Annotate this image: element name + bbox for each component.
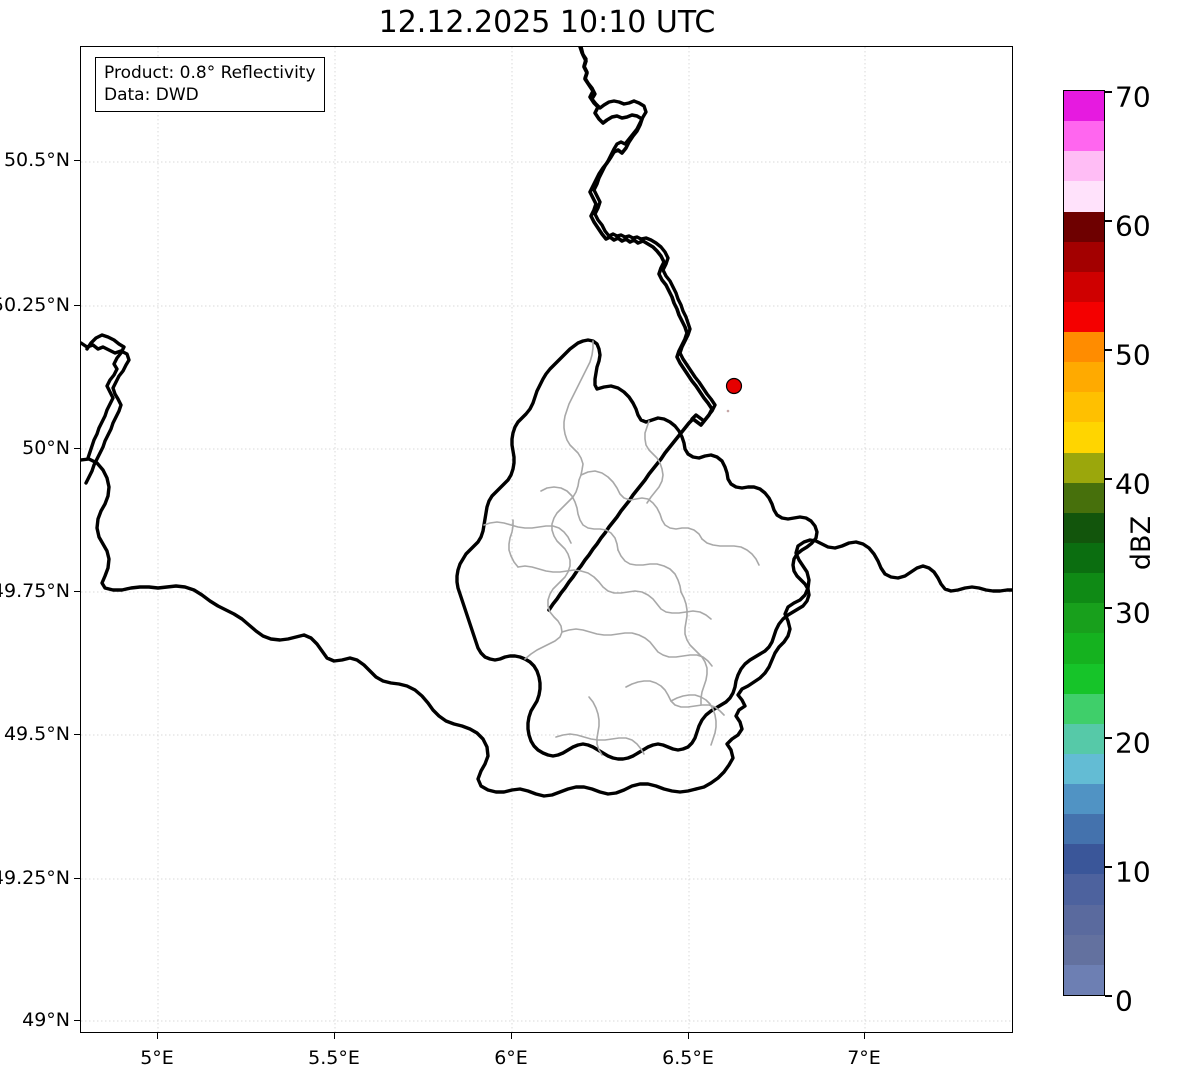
ytick-label-49-5: 49.5°N bbox=[3, 723, 70, 745]
colorbar-label-20: 20 bbox=[1115, 726, 1151, 760]
colorbar-band bbox=[1064, 421, 1104, 453]
ytick-label-50-25: 50.25°N bbox=[0, 294, 70, 316]
colorbar-band bbox=[1064, 211, 1104, 242]
xtick-label-5e: 5°E bbox=[140, 1047, 174, 1069]
ytick-label-50-5: 50.5°N bbox=[3, 149, 70, 171]
colorbar-label-10: 10 bbox=[1115, 855, 1151, 889]
radar-marker-group bbox=[725, 377, 743, 413]
colorbar-band bbox=[1064, 512, 1104, 543]
colorbar-band bbox=[1064, 663, 1104, 694]
colorbar-axis-label: dBZ bbox=[1126, 515, 1157, 571]
info-product-line: Product: 0.8° Reflectivity bbox=[104, 63, 316, 83]
colorbar-band bbox=[1064, 572, 1104, 604]
colorbar-tick-50 bbox=[1105, 349, 1112, 351]
colorbar-band bbox=[1064, 934, 1104, 965]
xtick-mark bbox=[511, 1033, 513, 1039]
colorbar[interactable] bbox=[1063, 90, 1105, 996]
ytick-label-49-75: 49.75°N bbox=[0, 580, 70, 602]
colorbar-band bbox=[1064, 271, 1104, 302]
ytick-label-49: 49°N bbox=[22, 1009, 70, 1031]
ytick-label-50: 50°N bbox=[22, 437, 70, 459]
colorbar-band bbox=[1064, 723, 1104, 754]
radar-site-marker bbox=[725, 377, 743, 395]
colorbar-band bbox=[1064, 783, 1104, 815]
colorbar-band bbox=[1064, 753, 1104, 785]
colorbar-tick-70 bbox=[1105, 91, 1112, 93]
ytick-mark bbox=[74, 734, 80, 736]
colorbar-band bbox=[1064, 964, 1104, 995]
map-geometry bbox=[81, 47, 1012, 1032]
colorbar-label-0: 0 bbox=[1115, 984, 1133, 1018]
colorbar-band bbox=[1064, 301, 1104, 333]
colorbar-label-50: 50 bbox=[1115, 338, 1151, 372]
page-title: 12.12.2025 10:10 UTC bbox=[378, 5, 716, 40]
ytick-mark bbox=[74, 305, 80, 307]
colorbar-label-60: 60 bbox=[1115, 209, 1151, 243]
secondary-echo-dot bbox=[726, 409, 730, 413]
xtick-mark bbox=[688, 1033, 690, 1039]
xtick-label-6e: 6°E bbox=[494, 1047, 528, 1069]
colorbar-band bbox=[1064, 632, 1104, 664]
ytick-mark bbox=[74, 878, 80, 880]
xtick-mark bbox=[157, 1033, 159, 1039]
colorbar-band bbox=[1064, 693, 1104, 724]
colorbar-band bbox=[1064, 361, 1104, 393]
colorbar-band bbox=[1064, 602, 1104, 634]
colorbar-band bbox=[1064, 331, 1104, 363]
gridlines bbox=[81, 47, 1012, 1032]
colorbar-band bbox=[1064, 120, 1104, 152]
colorbar-label-70: 70 bbox=[1115, 80, 1151, 114]
xtick-label-6-5e: 6.5°E bbox=[662, 1047, 714, 1069]
xtick-label-5-5e: 5.5°E bbox=[308, 1047, 360, 1069]
xtick-mark bbox=[334, 1033, 336, 1039]
colorbar-tick-60 bbox=[1105, 220, 1112, 222]
ytick-mark bbox=[74, 448, 80, 450]
colorbar-band bbox=[1064, 391, 1104, 423]
colorbar-band bbox=[1064, 843, 1104, 875]
colorbar-band bbox=[1064, 180, 1104, 212]
xtick-label-7e: 7°E bbox=[847, 1047, 881, 1069]
colorbar-band bbox=[1064, 482, 1104, 513]
colorbar-tick-30 bbox=[1105, 607, 1112, 609]
luxembourg-border bbox=[455, 338, 819, 761]
national-borders bbox=[547, 47, 714, 612]
colorbar-band bbox=[1064, 452, 1104, 483]
colorbar-band bbox=[1064, 241, 1104, 272]
country-border-path bbox=[81, 47, 1012, 798]
colorbar-band bbox=[1064, 813, 1104, 845]
colorbar-band bbox=[1064, 904, 1104, 935]
colorbar-band bbox=[1064, 873, 1104, 905]
colorbar-tick-10 bbox=[1105, 866, 1112, 868]
map-plot-area[interactable]: Product: 0.8° Reflectivity Data: DWD bbox=[80, 46, 1013, 1033]
info-data-line: Data: DWD bbox=[104, 85, 199, 105]
colorbar-label-30: 30 bbox=[1115, 596, 1151, 630]
colorbar-tick-0 bbox=[1105, 995, 1112, 997]
product-info-box: Product: 0.8° Reflectivity Data: DWD bbox=[95, 57, 325, 112]
colorbar-label-40: 40 bbox=[1115, 467, 1151, 501]
colorbar-band bbox=[1064, 542, 1104, 574]
colorbar-band bbox=[1064, 150, 1104, 182]
ytick-mark bbox=[74, 1020, 80, 1022]
colorbar-tick-40 bbox=[1105, 478, 1112, 480]
ytick-label-49-25: 49.25°N bbox=[0, 867, 70, 889]
colorbar-tick-20 bbox=[1105, 737, 1112, 739]
ytick-mark bbox=[74, 591, 80, 593]
district-borders bbox=[483, 340, 760, 756]
colorbar-band bbox=[1064, 91, 1104, 122]
xtick-mark bbox=[864, 1033, 866, 1039]
ytick-mark bbox=[74, 160, 80, 162]
